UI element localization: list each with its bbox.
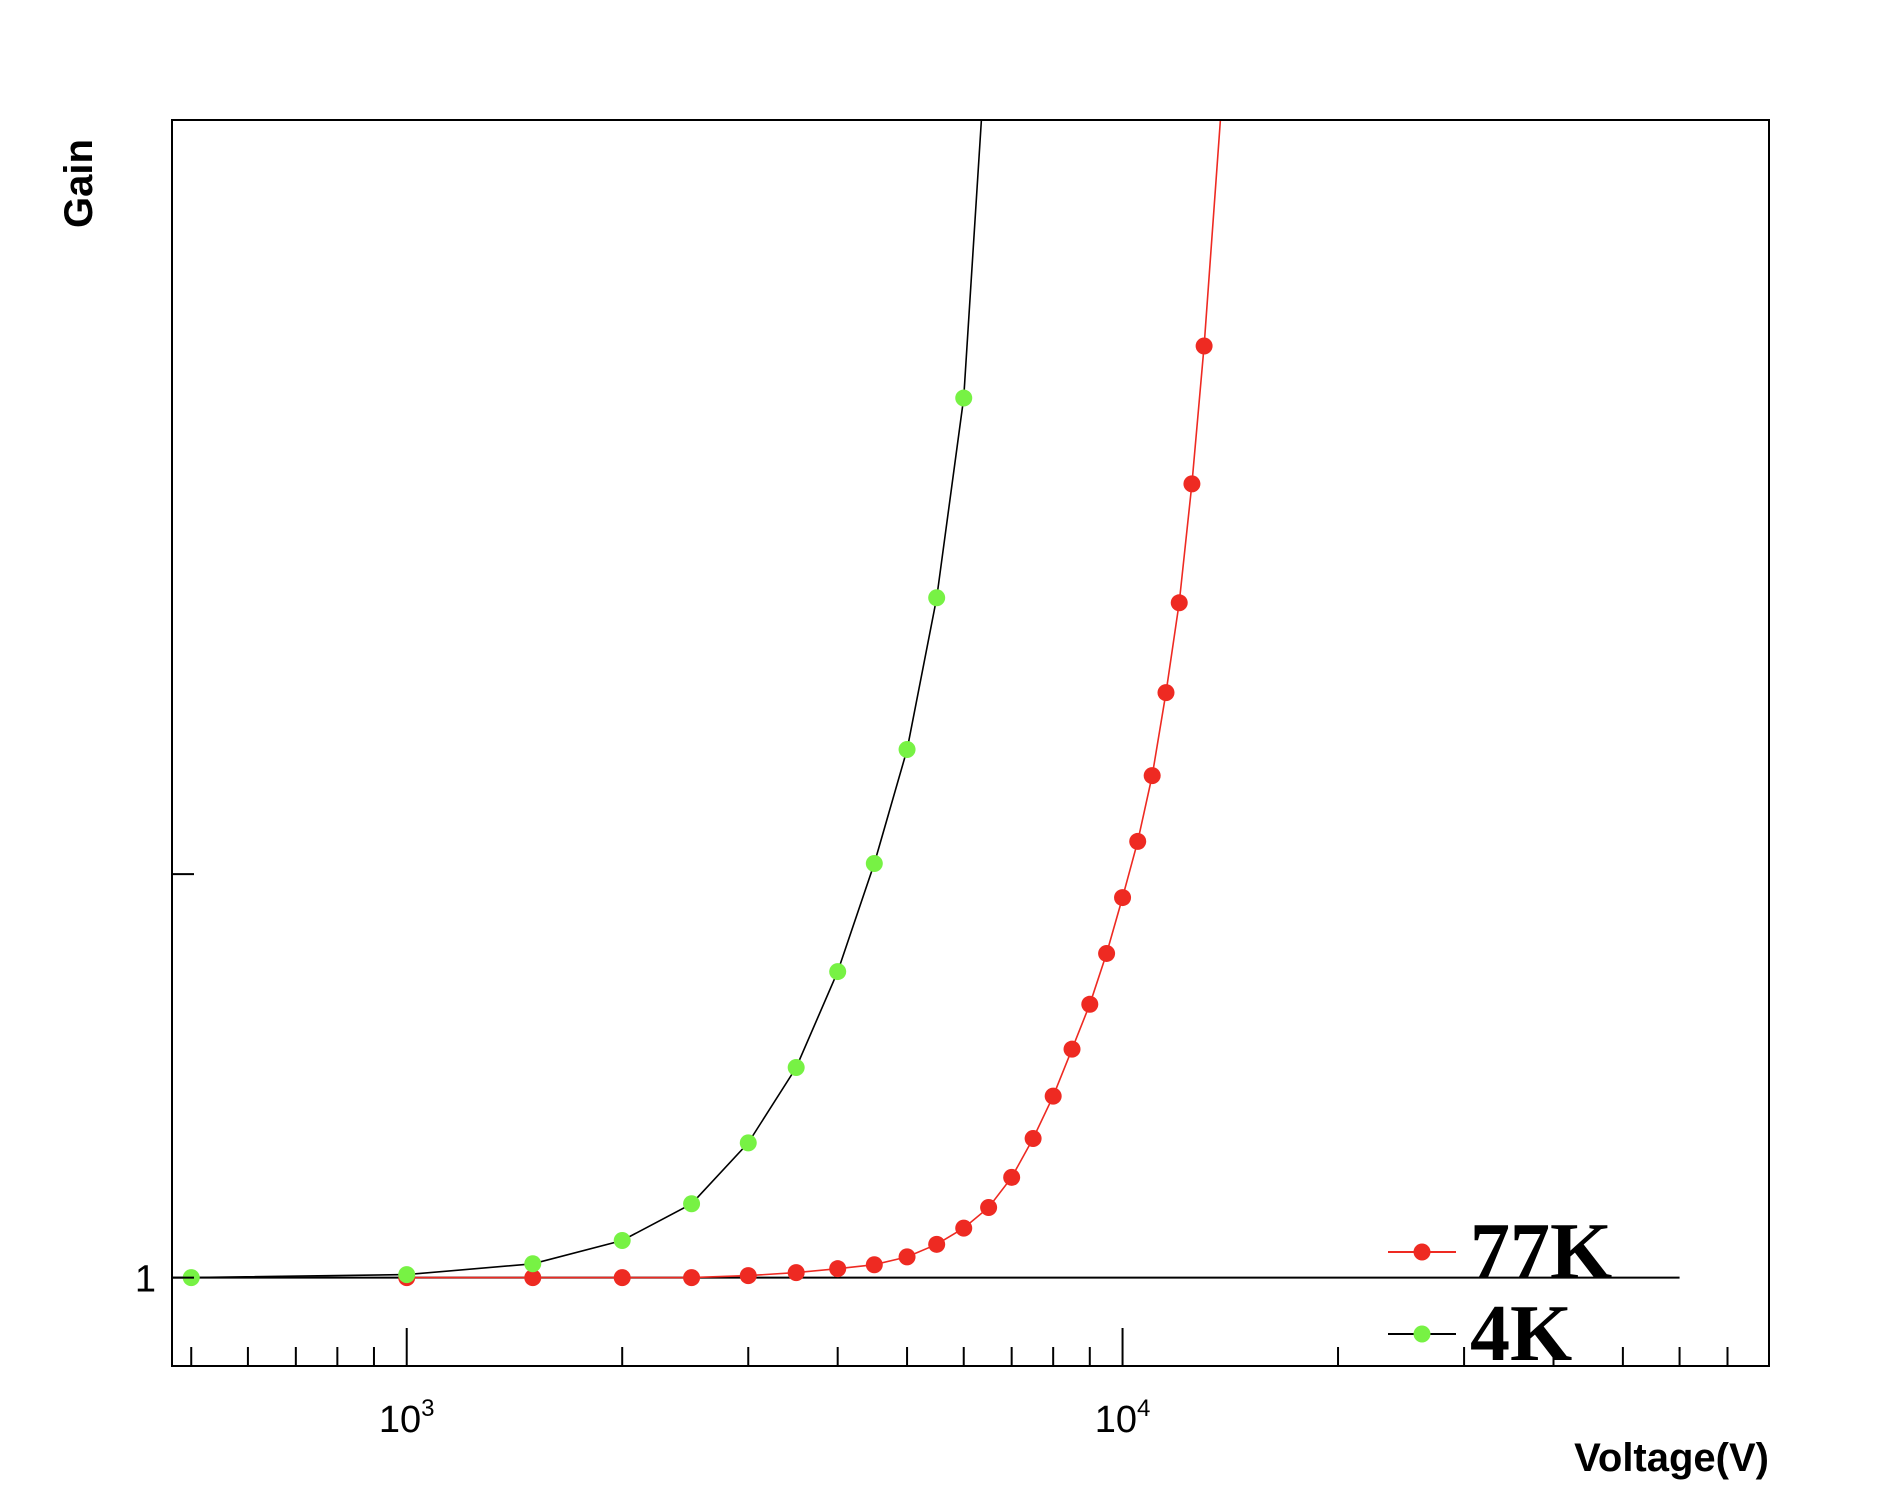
data-point-77k <box>1129 832 1147 850</box>
data-point-77k <box>739 1267 757 1285</box>
legend-label-4k: 4K <box>1470 1290 1572 1378</box>
plot-frame <box>171 119 1770 1367</box>
data-point-77k <box>613 1269 631 1287</box>
data-point-4k <box>524 1255 542 1273</box>
data-point-77k <box>1114 889 1132 907</box>
data-point-77k <box>1044 1087 1062 1105</box>
data-point-77k <box>1003 1168 1021 1186</box>
y-axis-title: Gain <box>57 139 101 228</box>
data-point-77k <box>1170 594 1188 612</box>
data-point-77k <box>1081 995 1099 1013</box>
data-point-4k <box>928 589 946 607</box>
data-point-4k <box>683 1195 701 1213</box>
data-point-4k <box>398 1266 416 1284</box>
data-point-4k <box>613 1231 631 1249</box>
data-point-77k <box>524 1269 542 1287</box>
legend-marker-4k <box>1413 1325 1431 1343</box>
legend-label-77k: 77K <box>1470 1208 1612 1296</box>
data-point-77k <box>865 1256 883 1274</box>
x-tick-label: 103 <box>379 1395 435 1441</box>
data-point-77k <box>898 1248 916 1266</box>
data-point-77k <box>1063 1040 1081 1058</box>
data-point-4k <box>865 855 883 873</box>
data-point-77k <box>1183 475 1201 493</box>
data-point-77k <box>980 1198 998 1216</box>
x-axis-title: Voltage(V) <box>1574 1436 1769 1480</box>
data-point-77k <box>955 1219 973 1237</box>
data-point-77k <box>928 1235 946 1253</box>
data-point-77k <box>1098 944 1116 962</box>
data-point-4k <box>829 963 847 981</box>
data-point-4k <box>739 1134 757 1152</box>
data-point-77k <box>683 1269 701 1287</box>
data-point-77k <box>1024 1129 1042 1147</box>
data-point-4k <box>787 1059 805 1077</box>
data-point-77k <box>787 1264 805 1282</box>
x-tick-label: 104 <box>1095 1395 1151 1441</box>
data-point-77k <box>1157 684 1175 702</box>
legend-marker-77k <box>1413 1243 1431 1261</box>
y-tick-label: 1 <box>135 1259 156 1301</box>
data-point-4k <box>955 389 973 407</box>
data-point-77k <box>829 1260 847 1278</box>
data-point-77k <box>1143 767 1161 785</box>
data-point-77k <box>1195 337 1213 355</box>
data-point-4k <box>898 741 916 759</box>
